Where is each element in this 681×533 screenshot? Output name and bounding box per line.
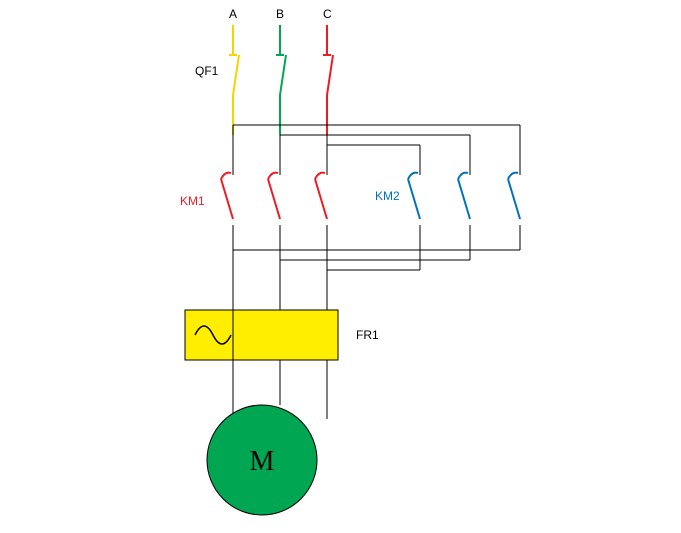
thermal-relay — [185, 310, 338, 360]
motor-label: M — [250, 446, 275, 477]
km2-label: KM2 — [375, 189, 400, 203]
wire — [408, 179, 420, 219]
phase-b-label: B — [276, 7, 284, 21]
phase-a-label: A — [229, 7, 237, 21]
wire — [280, 55, 286, 95]
contact-hook — [315, 173, 325, 179]
contact-hook — [268, 173, 278, 179]
contact-hook — [458, 173, 468, 179]
contact-hook — [508, 173, 518, 179]
km1-label: KM1 — [180, 194, 205, 208]
fr1-label: FR1 — [356, 328, 379, 342]
wire — [508, 179, 520, 219]
contact-hook — [408, 173, 418, 179]
wire — [327, 55, 333, 95]
wire — [233, 55, 239, 95]
wire — [315, 179, 327, 219]
wire — [458, 179, 470, 219]
wire — [221, 179, 233, 219]
phase-c-label: C — [323, 7, 332, 21]
contact-hook — [221, 173, 231, 179]
wire — [268, 179, 280, 219]
qf1-label: QF1 — [195, 64, 219, 78]
